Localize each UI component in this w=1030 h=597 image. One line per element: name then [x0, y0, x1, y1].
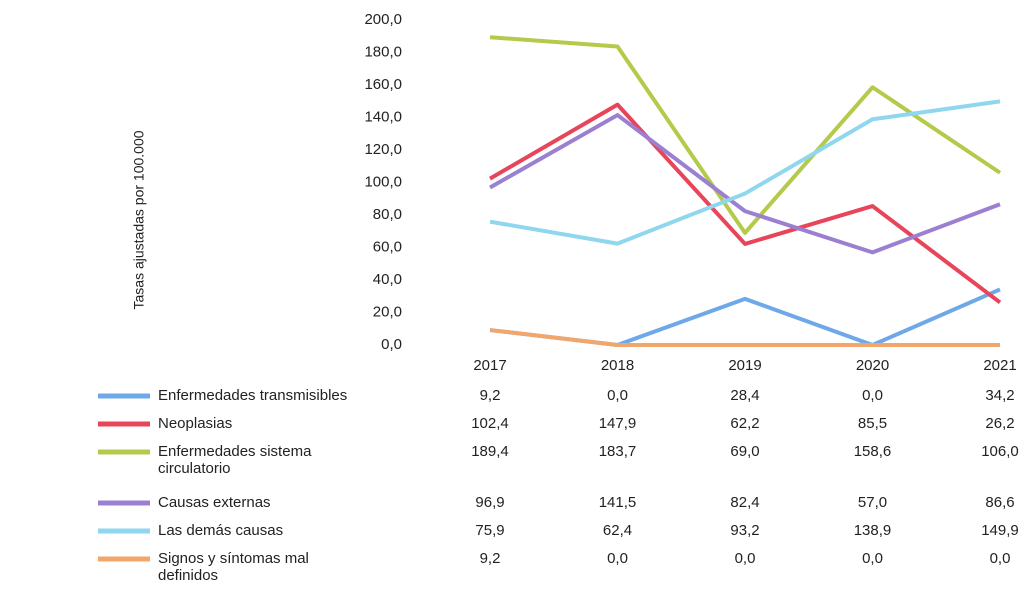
- table-value: 0,0: [990, 550, 1011, 567]
- series-line: [489, 113, 1001, 255]
- table-value: 158,6: [854, 443, 892, 460]
- legend-label: Neoplasias: [158, 415, 233, 432]
- x-tick-label: 2018: [601, 357, 634, 374]
- table-value: 96,9: [475, 494, 504, 511]
- table-value: 0,0: [862, 387, 883, 404]
- table-value: 86,6: [985, 494, 1014, 511]
- table-value: 62,4: [603, 522, 632, 539]
- table-value: 75,9: [475, 522, 504, 539]
- y-tick-label: 40,0: [373, 271, 402, 288]
- table-value: 9,2: [480, 550, 501, 567]
- table-value: 102,4: [471, 415, 509, 432]
- table-value: 106,0: [981, 443, 1019, 460]
- table-value: 183,7: [599, 443, 637, 460]
- legend-label: Causas externas: [158, 494, 271, 511]
- series-line: [488, 102, 1002, 305]
- series-line: [489, 287, 1001, 347]
- y-tick-label: 100,0: [364, 173, 402, 190]
- y-tick-label: 0,0: [381, 336, 402, 353]
- table-value: 82,4: [730, 494, 759, 511]
- y-tick-label: 160,0: [364, 76, 402, 93]
- table-value: 147,9: [599, 415, 637, 432]
- table-value: 9,2: [480, 387, 501, 404]
- table-value: 0,0: [735, 550, 756, 567]
- x-tick-label: 2020: [856, 357, 889, 374]
- x-tick-label: 2019: [728, 357, 761, 374]
- y-tick-label: 20,0: [373, 303, 402, 320]
- legend-label: Enfermedades transmisibles: [158, 387, 348, 404]
- y-tick-label: 200,0: [364, 11, 402, 28]
- y-tick-label: 120,0: [364, 141, 402, 158]
- y-tick-label: 140,0: [364, 108, 402, 125]
- table-value: 189,4: [471, 443, 509, 460]
- table-value: 69,0: [730, 443, 759, 460]
- x-tick-label: 2021: [983, 357, 1016, 374]
- legend-label: Las demás causas: [158, 522, 284, 539]
- table-value: 57,0: [858, 494, 887, 511]
- y-tick-label: 60,0: [373, 238, 402, 255]
- table-value: 26,2: [985, 415, 1014, 432]
- table-value: 34,2: [985, 387, 1014, 404]
- series-line: [489, 328, 1000, 347]
- table-value: 141,5: [599, 494, 637, 511]
- series-line: [489, 99, 1001, 246]
- table-value: 62,2: [730, 415, 759, 432]
- y-tick-label: 80,0: [373, 206, 402, 223]
- table-value: 138,9: [854, 522, 892, 539]
- table-value: 28,4: [730, 387, 759, 404]
- table-value: 93,2: [730, 522, 759, 539]
- table-value: 149,9: [981, 522, 1019, 539]
- legend-label: Signos y síntomas mal definidos: [158, 550, 309, 584]
- table-value: 85,5: [858, 415, 887, 432]
- table-value: 0,0: [607, 550, 628, 567]
- x-tick-label: 2017: [473, 357, 506, 374]
- y-tick-label: 180,0: [364, 43, 402, 60]
- table-value: 0,0: [862, 550, 883, 567]
- series-line: [489, 35, 1002, 235]
- legend-label: Enfermedades sistema circulatorio: [158, 443, 312, 477]
- table-value: 0,0: [607, 387, 628, 404]
- y-axis-label: Tasas ajustadas por 100.000: [131, 130, 147, 309]
